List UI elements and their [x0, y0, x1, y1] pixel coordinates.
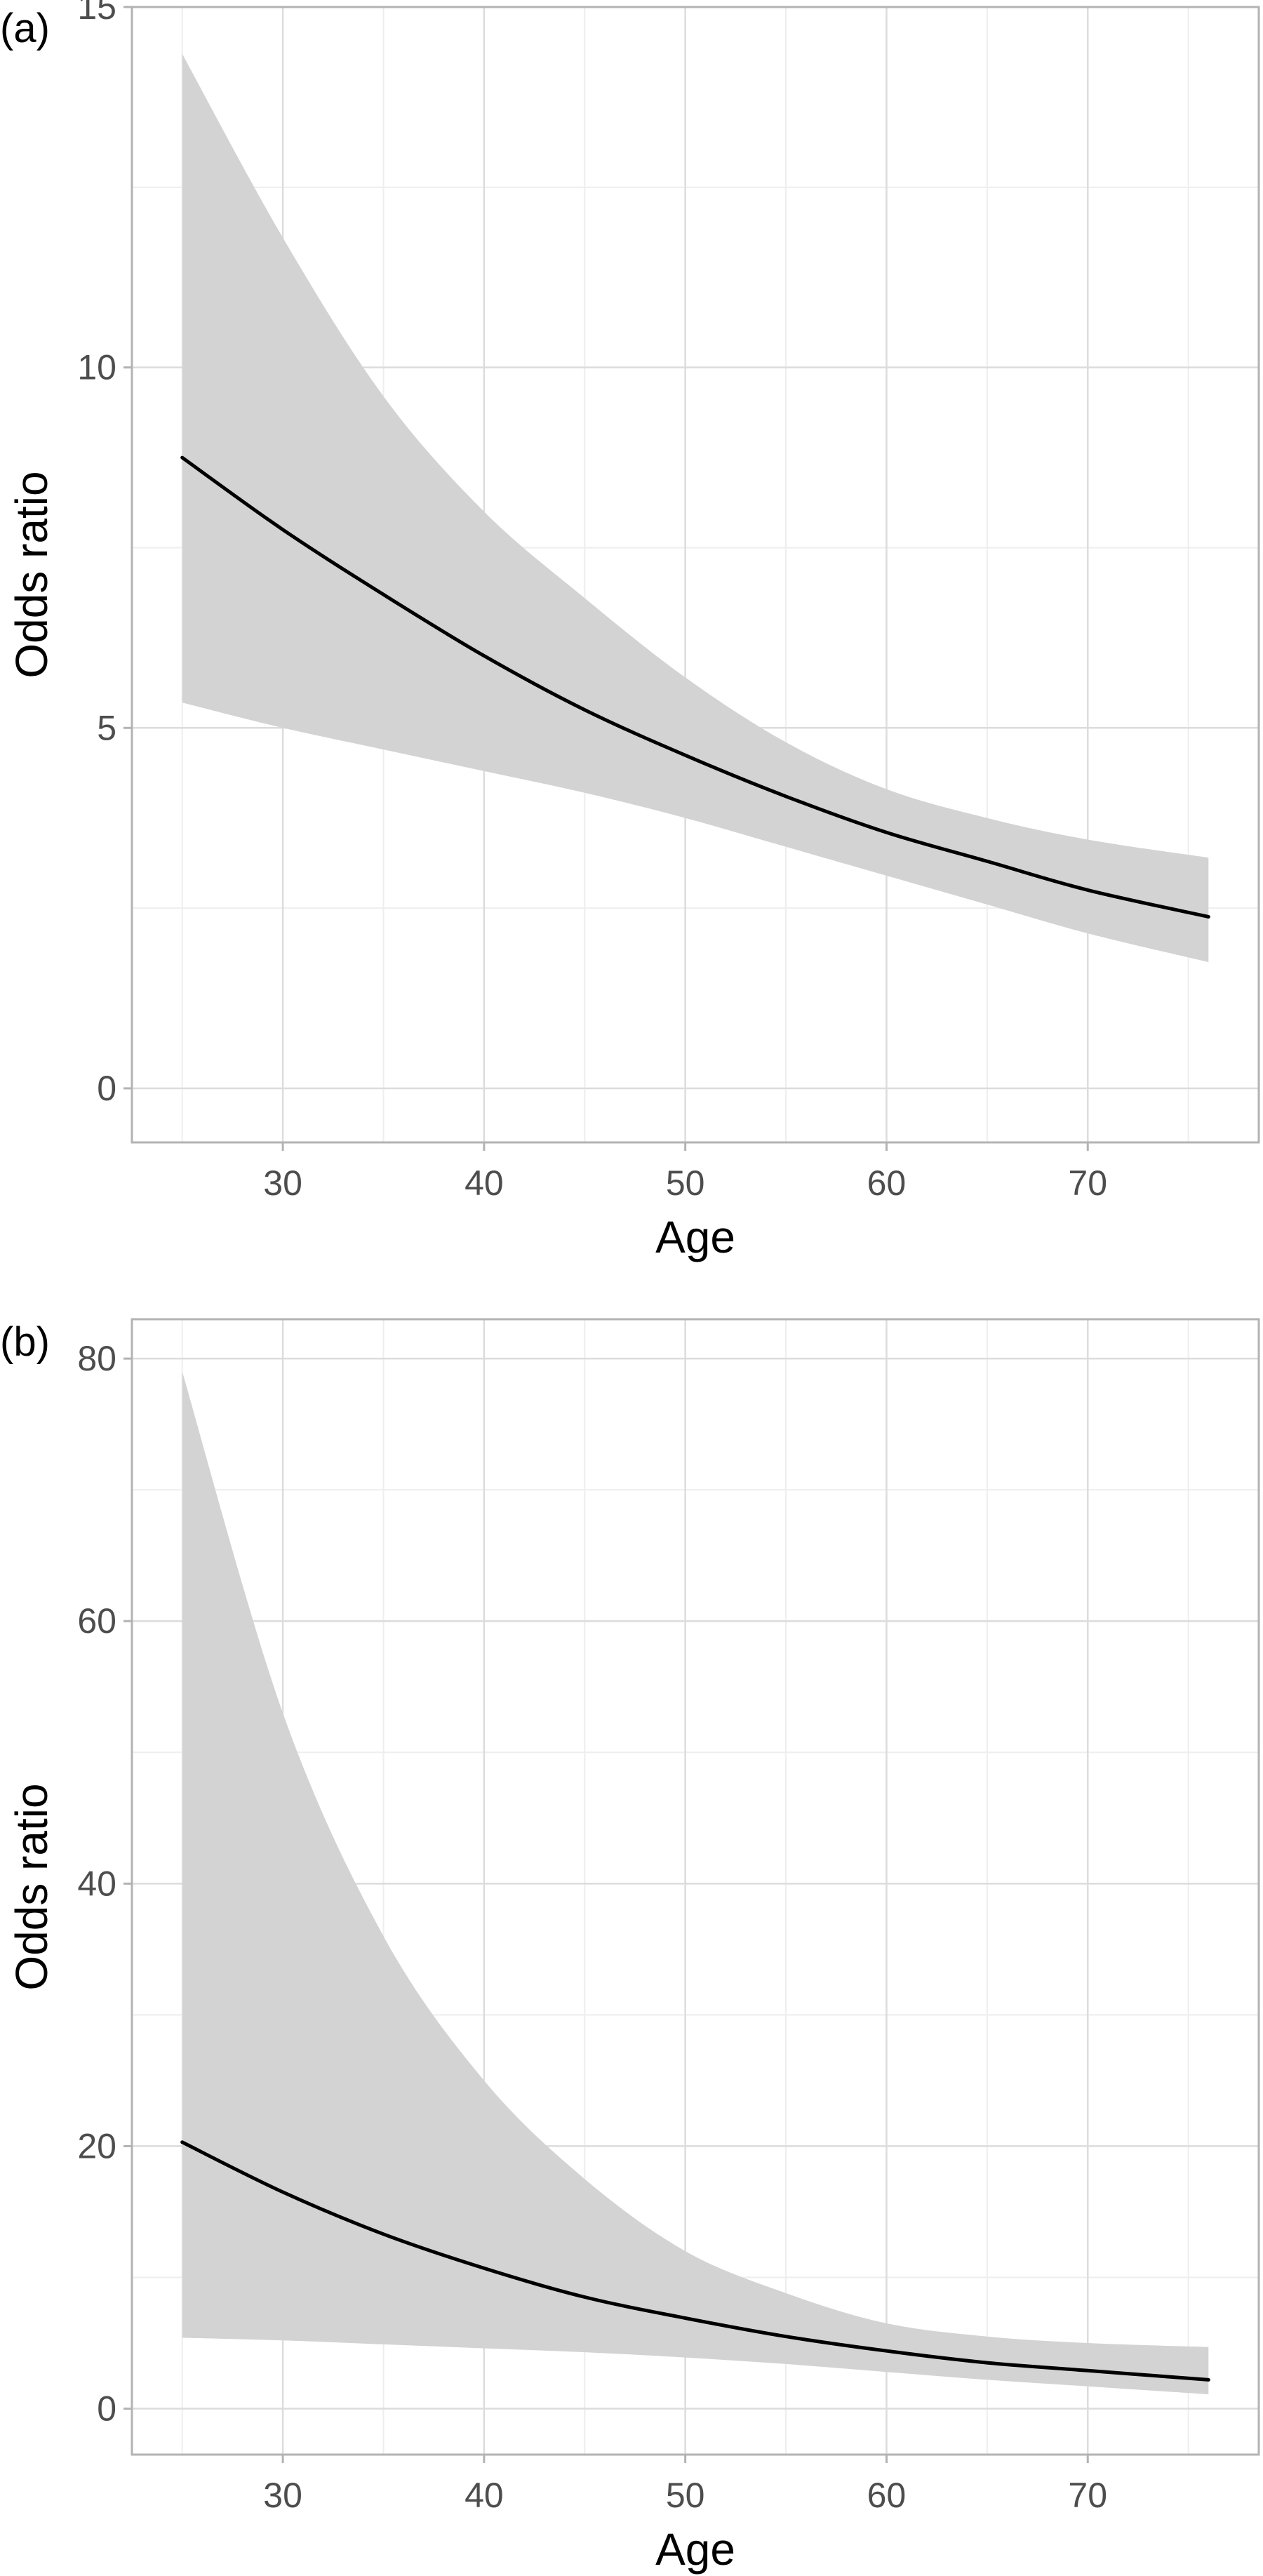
y-tick-label: 10 — [77, 348, 116, 387]
y-tick-labels-b: 0 20 40 60 80 — [77, 1339, 132, 2429]
y-tick-label: 0 — [97, 1069, 116, 1108]
y-tick-label: 0 — [97, 2389, 116, 2429]
y-axis-title-a: Odds ratio — [6, 471, 57, 678]
y-tick-label: 15 — [77, 0, 116, 27]
panel-label-b: (b) — [0, 1319, 50, 1365]
x-axis-title-a: Age — [655, 1212, 735, 1262]
x-tick-label: 40 — [465, 2476, 504, 2515]
confidence-band-b — [182, 1371, 1209, 2394]
x-tick-label: 30 — [263, 2476, 302, 2515]
x-tick-label: 40 — [465, 1163, 504, 1203]
x-axis-title-b: Age — [655, 2524, 735, 2575]
plot-border-b — [131, 1318, 1260, 2456]
y-axis-title-b: Odds ratio — [6, 1783, 57, 1990]
x-tick-label: 50 — [666, 1163, 705, 1203]
panel-a: 0 5 10 15 30 40 50 60 70 (a) Age Odds ratio — [0, 0, 1260, 1262]
y-tick-label: 80 — [77, 1339, 116, 1378]
estimate-line-a — [180, 455, 1210, 919]
x-tick-label: 70 — [1068, 1163, 1107, 1203]
y-tick-label: 40 — [77, 1864, 116, 1903]
x-tick-labels-a: 30 40 50 60 70 — [263, 1142, 1107, 1203]
y-tick-label: 5 — [97, 708, 116, 747]
x-tick-label: 50 — [666, 2476, 705, 2515]
x-tick-label: 60 — [867, 1163, 907, 1203]
plot-border-a — [131, 6, 1260, 1144]
confidence-band-a — [182, 53, 1209, 963]
estimate-line-b — [180, 2140, 1210, 2382]
x-tick-label: 30 — [263, 1163, 302, 1203]
y-tick-label: 20 — [77, 2126, 116, 2165]
y-tick-label: 60 — [77, 1601, 116, 1641]
panel-b: 0 20 40 60 80 30 40 50 60 70 (b) Age Odds ratio — [0, 1318, 1260, 2575]
x-tick-labels-b: 30 40 50 60 70 — [263, 2455, 1107, 2515]
x-tick-label: 70 — [1068, 2476, 1107, 2515]
y-tick-labels-a: 0 5 10 15 — [77, 0, 132, 1108]
grid-minor-b — [132, 1319, 1259, 2455]
x-tick-label: 60 — [867, 2476, 907, 2515]
panel-label-a: (a) — [0, 6, 50, 51]
